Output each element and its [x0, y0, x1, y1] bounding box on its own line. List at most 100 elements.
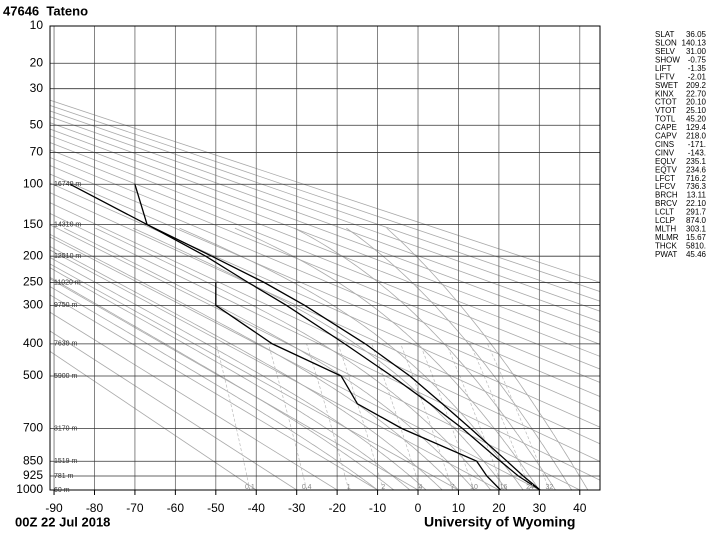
moist-adiabat — [346, 227, 573, 490]
y-tick-label: 70 — [30, 145, 44, 159]
index-value: -1.35 — [688, 64, 707, 73]
height-label: 11020 m — [54, 279, 81, 286]
y-tick-label: 850 — [23, 453, 43, 467]
dry-adiabat — [50, 110, 600, 302]
mixing-ratio-label: 16 — [500, 484, 508, 491]
height-label: 14310 m — [54, 221, 81, 228]
x-tick-label: -10 — [369, 501, 387, 515]
index-name: CINV — [655, 148, 675, 157]
index-value: 20.10 — [686, 98, 707, 107]
index-value: 234.6 — [686, 165, 707, 174]
y-tick-label: 200 — [23, 248, 43, 262]
height-label: 60 m — [54, 487, 70, 494]
plot-frame — [49, 25, 601, 491]
height-label: 12510 m — [54, 253, 81, 260]
profile-line — [69, 183, 541, 490]
dry-adiabat — [50, 182, 600, 428]
y-tick-label: 300 — [23, 298, 43, 312]
dry-adiabat — [50, 149, 600, 370]
index-value: 31.00 — [686, 47, 707, 56]
index-name: LFCV — [655, 182, 676, 191]
index-name: KINX — [655, 89, 674, 98]
mixing-ratio-label: 1 — [347, 484, 351, 491]
height-label: 16740 m — [54, 181, 81, 188]
index-name: PWAT — [655, 250, 677, 259]
moist-adiabat — [50, 267, 411, 490]
height-label: 5900 m — [54, 373, 78, 380]
index-name: SWET — [655, 81, 678, 90]
dry-adiabat — [50, 135, 600, 345]
x-tick-label: 20 — [492, 501, 506, 515]
index-value: 25.10 — [686, 106, 707, 115]
dry-adiabat — [50, 116, 600, 312]
index-name: LFTV — [655, 72, 675, 81]
footer-source: University of Wyoming — [424, 514, 575, 530]
index-value: 45.46 — [686, 250, 707, 259]
index-name: LCLP — [655, 216, 675, 225]
dry-adiabat — [50, 99, 600, 283]
index-value: 218.0 — [686, 132, 707, 141]
index-value: 15.67 — [686, 233, 707, 242]
x-tick-label: 30 — [533, 501, 547, 515]
index-value: -171. — [688, 140, 706, 149]
height-label: 3170 m — [54, 425, 78, 432]
y-tick-label: 150 — [23, 217, 43, 231]
mixing-ratio-label: 2 — [381, 484, 385, 491]
thermo-lines — [50, 99, 600, 490]
index-name: CINS — [655, 140, 674, 149]
index-value: 45.20 — [686, 115, 707, 124]
x-tick-label: 0 — [415, 501, 422, 515]
profiles — [69, 183, 541, 490]
dry-adiabat — [50, 128, 600, 334]
x-tick-label: -80 — [86, 501, 104, 515]
dry-adiabat — [50, 263, 459, 490]
dry-adiabat — [50, 249, 500, 490]
mixing-ratio-label: 10 — [470, 484, 478, 491]
dry-adiabat — [50, 278, 419, 490]
footer-date: 00Z 22 Jul 2018 — [15, 514, 110, 529]
index-name: MLMR — [655, 233, 679, 242]
moist-adiabat — [386, 227, 589, 490]
x-tick-label: -40 — [248, 501, 266, 515]
index-value: -2.01 — [688, 72, 707, 81]
profile-line — [215, 282, 501, 490]
index-value: 736.3 — [686, 182, 707, 191]
index-name: SLAT — [655, 30, 675, 39]
index-name: LCLT — [655, 208, 674, 217]
y-tick-label: 1000 — [16, 482, 43, 496]
dry-adiabat — [50, 202, 600, 462]
index-name: CAPV — [655, 132, 677, 141]
height-label: 9750 m — [54, 302, 78, 309]
moist-adiabat — [50, 233, 459, 490]
dry-adiabat — [50, 105, 600, 292]
index-name: EQLV — [655, 157, 676, 166]
mixing-ratio-label: 32 — [546, 484, 554, 491]
index-value: 13.11 — [687, 191, 707, 200]
height-label: 1519 m — [54, 458, 78, 465]
moist-adiabat — [133, 227, 508, 490]
index-name: LIFT — [655, 64, 672, 73]
x-tick-label: -70 — [126, 501, 144, 515]
index-value: 5810. — [686, 241, 706, 250]
height-label: 7630 m — [54, 341, 78, 348]
index-name: EQTV — [655, 165, 677, 174]
y-tick-label: 925 — [23, 468, 43, 482]
x-tick-label: -60 — [167, 501, 185, 515]
dry-adiabat — [50, 350, 257, 490]
index-name: VTOT — [655, 106, 676, 115]
index-value: 716.2 — [686, 174, 707, 183]
dry-adiabat — [50, 224, 580, 490]
index-name: THCK — [655, 241, 677, 250]
moist-adiabat — [95, 227, 492, 490]
index-value: -0.75 — [688, 55, 707, 64]
mixing-ratio-label: 0.4 — [302, 484, 312, 491]
index-name: CAPE — [655, 123, 677, 132]
dry-adiabat — [50, 122, 600, 323]
index-name: BRCH — [655, 191, 678, 200]
mixing-ratio-label: 0.1 — [245, 484, 255, 491]
y-tick-label: 100 — [23, 176, 43, 190]
moist-adiabat — [50, 257, 427, 490]
index-name: CTOT — [655, 98, 677, 107]
y-tick-label: 30 — [30, 81, 44, 95]
y-tick-label: 20 — [30, 55, 44, 69]
